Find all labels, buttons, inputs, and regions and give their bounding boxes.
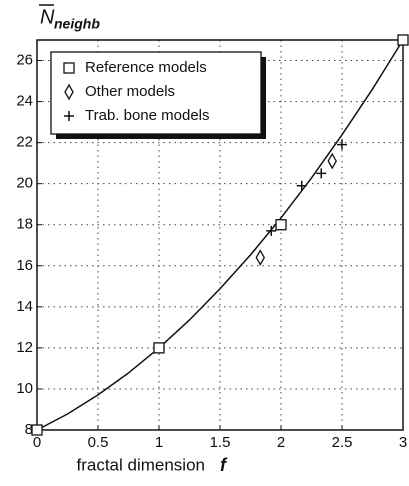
legend-label: Other models: [85, 83, 175, 100]
point: [327, 152, 337, 170]
point: [31, 424, 43, 436]
point: [275, 219, 287, 231]
legend-marker: [64, 83, 74, 101]
y-tick-label: 20: [16, 175, 33, 192]
x-tick-label: 3: [399, 434, 407, 451]
y-tick-label: 26: [16, 51, 33, 68]
y-tick-label: 24: [16, 93, 33, 110]
point: [397, 34, 409, 46]
legend-marker: [63, 62, 75, 74]
point: [296, 180, 307, 191]
fit-curve: [36, 39, 404, 431]
x-tick-label: 1: [155, 434, 163, 451]
x-tick-label: 1.5: [210, 434, 231, 451]
plot-frame: [36, 39, 404, 431]
point: [153, 342, 165, 354]
x-label: fractal dimension: [76, 455, 205, 474]
x-label-symbol: f: [220, 455, 228, 475]
y-tick-label: 8: [25, 421, 33, 438]
y-label-sub: neighb: [54, 16, 100, 32]
y-tick-label: 14: [16, 298, 33, 315]
y-tick-label: 18: [16, 216, 33, 233]
legend-label: Reference models: [85, 59, 207, 76]
legend-marker: [64, 111, 74, 121]
y-tick-label: 16: [16, 257, 33, 274]
point: [316, 168, 327, 179]
y-tick-label: 22: [16, 134, 33, 151]
point: [255, 249, 266, 266]
point: [337, 139, 347, 150]
y-tick-label: 12: [16, 339, 33, 356]
x-tick-label: 0: [33, 434, 41, 451]
legend-label: Trab. bone models: [85, 107, 210, 124]
x-tick-label: 2.5: [332, 434, 353, 451]
legend-box: [50, 51, 262, 135]
x-tick-label: 0.5: [88, 434, 109, 451]
y-tick-label: 10: [16, 380, 33, 397]
y-label: N: [40, 6, 55, 28]
x-tick-label: 2: [277, 434, 285, 451]
point: [266, 225, 277, 236]
